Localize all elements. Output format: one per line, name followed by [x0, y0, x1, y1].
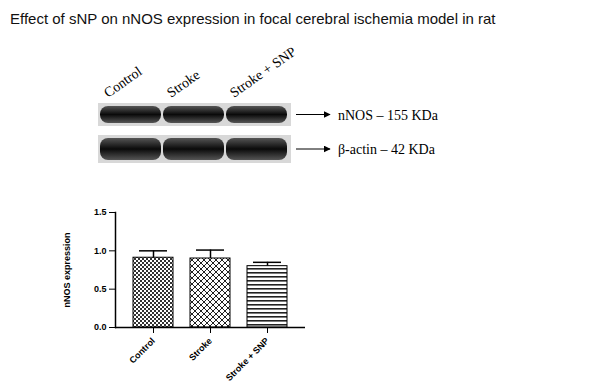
- svg-text:Stroke + SNP: Stroke + SNP: [224, 336, 271, 383]
- svg-text:Stroke + SNP: Stroke + SNP: [227, 44, 299, 101]
- html-text:Effect of sNP on nNOS expressi: Effect of sNP on nNOS expression in foca…: [10, 10, 496, 27]
- svg-text:Stroke: Stroke: [164, 67, 203, 100]
- svg-text:1.5: 1.5: [94, 207, 107, 217]
- svg-text:Control: Control: [127, 336, 157, 366]
- svg-text:nNOS expression: nNOS expression: [62, 232, 72, 307]
- svg-text:nNOS – 155 KDa: nNOS – 155 KDa: [338, 108, 439, 123]
- svg-text:0.0: 0.0: [94, 322, 107, 332]
- svg-text:Stroke: Stroke: [187, 336, 214, 363]
- svg-text:Control: Control: [101, 64, 145, 101]
- svg-text:0.5: 0.5: [94, 284, 107, 294]
- svg-text:1.0: 1.0: [94, 246, 107, 256]
- svg-text:β-actin – 42 KDa: β-actin – 42 KDa: [338, 142, 436, 157]
